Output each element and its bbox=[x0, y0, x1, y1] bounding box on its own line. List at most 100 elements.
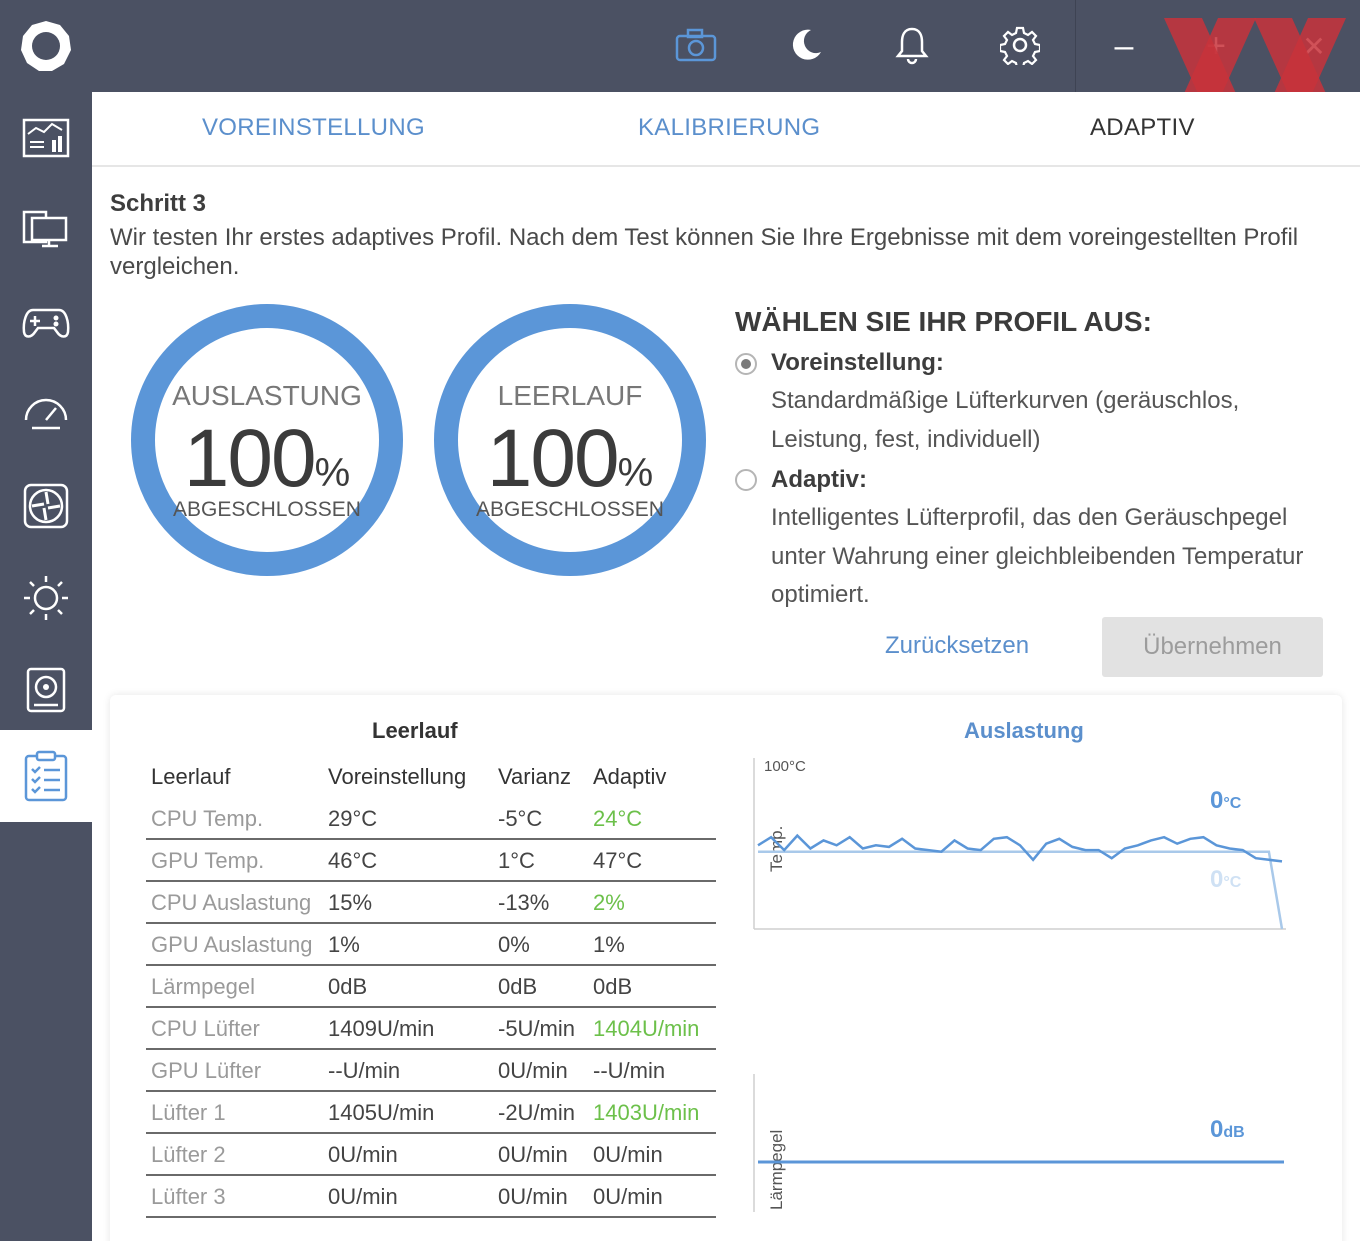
profile-heading: WÄHLEN SIE IHR PROFIL AUS: bbox=[735, 306, 1152, 337]
cell-preset: 15% bbox=[328, 890, 373, 915]
title-bar: – + ✕ bbox=[0, 0, 1360, 92]
moon-icon[interactable] bbox=[783, 22, 829, 68]
gamepad-icon bbox=[22, 308, 70, 338]
noise-ylabel: Lärmpegel bbox=[767, 1130, 786, 1210]
main-panel: VOREINSTELLUNG KALIBRIERUNG ADAPTIV Schr… bbox=[92, 92, 1360, 1241]
apply-button[interactable]: Übernehmen bbox=[1102, 617, 1323, 677]
table-row: CPU Lüfter 1409U/min -5U/min 1404U/min bbox=[146, 1008, 716, 1050]
cell-variance: 0dB bbox=[498, 974, 538, 999]
temp-series-preset bbox=[758, 850, 1284, 930]
cell-name: GPU Temp. bbox=[151, 848, 265, 873]
monitor-icon bbox=[22, 210, 68, 248]
cell-variance: 0U/min bbox=[498, 1184, 568, 1209]
table-row: Lüfter 3 0U/min 0U/min 0U/min bbox=[146, 1176, 716, 1218]
cell-variance: -2U/min bbox=[498, 1100, 576, 1125]
chart-title[interactable]: Auslastung bbox=[964, 718, 1084, 743]
step-description: Wir testen Ihr erstes adaptives Profil. … bbox=[110, 224, 1299, 280]
title-bar-divider bbox=[1075, 0, 1076, 92]
cell-preset: 29°C bbox=[328, 806, 378, 831]
cell-preset: 0dB bbox=[328, 974, 368, 999]
table-row: GPU Temp. 46°C 1°C 47°C bbox=[146, 840, 716, 882]
cell-name: CPU Lüfter bbox=[151, 1016, 260, 1041]
cell-adaptive: 2% bbox=[593, 890, 625, 915]
temp-series-adaptive bbox=[757, 833, 1283, 863]
cell-adaptive: 1% bbox=[593, 932, 625, 957]
table-row: Lüfter 1 1405U/min -2U/min 1403U/min bbox=[146, 1092, 716, 1134]
tab-voreinstellung[interactable]: VOREINSTELLUNG bbox=[202, 114, 425, 141]
temp-value-1: 0°C bbox=[1210, 787, 1242, 814]
cell-preset: --U/min bbox=[328, 1058, 401, 1083]
progress-ring-load: AUSLASTUNG 100% ABGESCHLOSSEN bbox=[131, 304, 403, 576]
cell-name: CPU Auslastung bbox=[151, 890, 312, 915]
sidebar-item-storage[interactable] bbox=[0, 644, 92, 736]
table-row: GPU Lüfter --U/min 0U/min --U/min bbox=[146, 1050, 716, 1092]
camera-icon[interactable] bbox=[673, 22, 719, 68]
option-desc-voreinstellung: Standardmäßige Lüfterkurven (geräuschlos… bbox=[771, 387, 1240, 453]
reset-link[interactable]: Zurücksetzen bbox=[885, 632, 1030, 659]
results-card bbox=[110, 695, 1342, 1241]
cell-preset: 0U/min bbox=[328, 1142, 398, 1167]
sidebar bbox=[0, 92, 92, 1241]
fan-icon bbox=[23, 483, 69, 529]
col-header-variance: Varianz bbox=[498, 764, 571, 789]
table-row: CPU Temp. 29°C -5°C 24°C bbox=[146, 798, 716, 840]
cell-adaptive: 0dB bbox=[593, 974, 633, 999]
ring-label: AUSLASTUNG bbox=[172, 380, 362, 411]
minimize-button[interactable]: – bbox=[1114, 26, 1134, 65]
radio-voreinstellung[interactable] bbox=[735, 353, 757, 375]
radio-adaptiv[interactable] bbox=[735, 469, 757, 491]
cell-variance: 1°C bbox=[498, 848, 535, 873]
sidebar-item-tuning[interactable] bbox=[0, 730, 92, 822]
cell-name: Lärmpegel bbox=[151, 974, 255, 999]
tab-bar: VOREINSTELLUNG KALIBRIERUNG ADAPTIV bbox=[92, 92, 1360, 167]
tab-kalibrierung[interactable]: KALIBRIERUNG bbox=[638, 114, 821, 141]
sidebar-item-fan[interactable] bbox=[0, 460, 92, 552]
cell-name: GPU Auslastung bbox=[151, 932, 313, 957]
temp-ymax-label: 100°C bbox=[764, 758, 806, 775]
table-row: GPU Auslastung 1% 0% 1% bbox=[146, 924, 716, 966]
cell-adaptive: 47°C bbox=[593, 848, 643, 873]
step-title: Schritt 3 bbox=[110, 190, 207, 217]
gear-icon[interactable] bbox=[997, 22, 1043, 68]
ring-status: ABGESCHLOSSEN bbox=[476, 498, 664, 521]
sidebar-item-lighting[interactable] bbox=[0, 552, 92, 644]
cell-adaptive: --U/min bbox=[593, 1058, 666, 1083]
col-header-adaptive: Adaptiv bbox=[593, 764, 667, 789]
temp-value-2: 0°C bbox=[1210, 866, 1242, 893]
cell-variance: 0U/min bbox=[498, 1142, 568, 1167]
option-label-voreinstellung: Voreinstellung: bbox=[771, 349, 944, 376]
ring-label: LEERLAUF bbox=[497, 380, 643, 411]
table-title: Leerlauf bbox=[372, 718, 458, 743]
cell-variance: -13% bbox=[498, 890, 550, 915]
cell-adaptive: 1403U/min bbox=[593, 1100, 700, 1125]
sidebar-item-gaming[interactable] bbox=[0, 276, 92, 368]
cell-variance: 0U/min bbox=[498, 1058, 568, 1083]
cell-preset: 1405U/min bbox=[328, 1100, 435, 1125]
bell-icon[interactable] bbox=[889, 22, 935, 68]
cell-preset: 1409U/min bbox=[328, 1016, 435, 1041]
ring-value: 100% bbox=[183, 413, 351, 504]
charts-area: 100°C Temp. 0°C 0°C Lärmpegel 0dB bbox=[753, 758, 1286, 1212]
sidebar-item-monitor[interactable] bbox=[0, 184, 92, 276]
sidebar-item-gauge[interactable] bbox=[0, 368, 92, 460]
dashboard-icon bbox=[22, 118, 70, 158]
table-row: Lüfter 2 0U/min 0U/min 0U/min bbox=[146, 1134, 716, 1176]
cell-adaptive: 1404U/min bbox=[593, 1016, 700, 1041]
col-header-preset: Voreinstellung bbox=[328, 764, 467, 789]
cell-adaptive: 24°C bbox=[593, 806, 643, 831]
cell-preset: 46°C bbox=[328, 848, 378, 873]
progress-ring-idle: LEERLAUF 100% ABGESCHLOSSEN bbox=[434, 304, 706, 576]
sun-icon bbox=[24, 576, 68, 620]
cell-name: GPU Lüfter bbox=[151, 1058, 262, 1083]
gauge-icon bbox=[24, 398, 68, 430]
option-label-adaptiv: Adaptiv: bbox=[771, 466, 867, 493]
sidebar-item-dashboard[interactable] bbox=[0, 92, 92, 184]
disk-icon bbox=[26, 667, 66, 713]
table-row: Lärmpegel 0dB 0dB 0dB bbox=[146, 966, 716, 1008]
clipboard-icon bbox=[24, 750, 68, 802]
tab-adaptiv[interactable]: ADAPTIV bbox=[1090, 114, 1195, 141]
app-logo[interactable] bbox=[14, 14, 78, 78]
noise-value: 0dB bbox=[1210, 1116, 1245, 1143]
cell-variance: -5U/min bbox=[498, 1016, 576, 1041]
cell-preset: 1% bbox=[328, 932, 360, 957]
